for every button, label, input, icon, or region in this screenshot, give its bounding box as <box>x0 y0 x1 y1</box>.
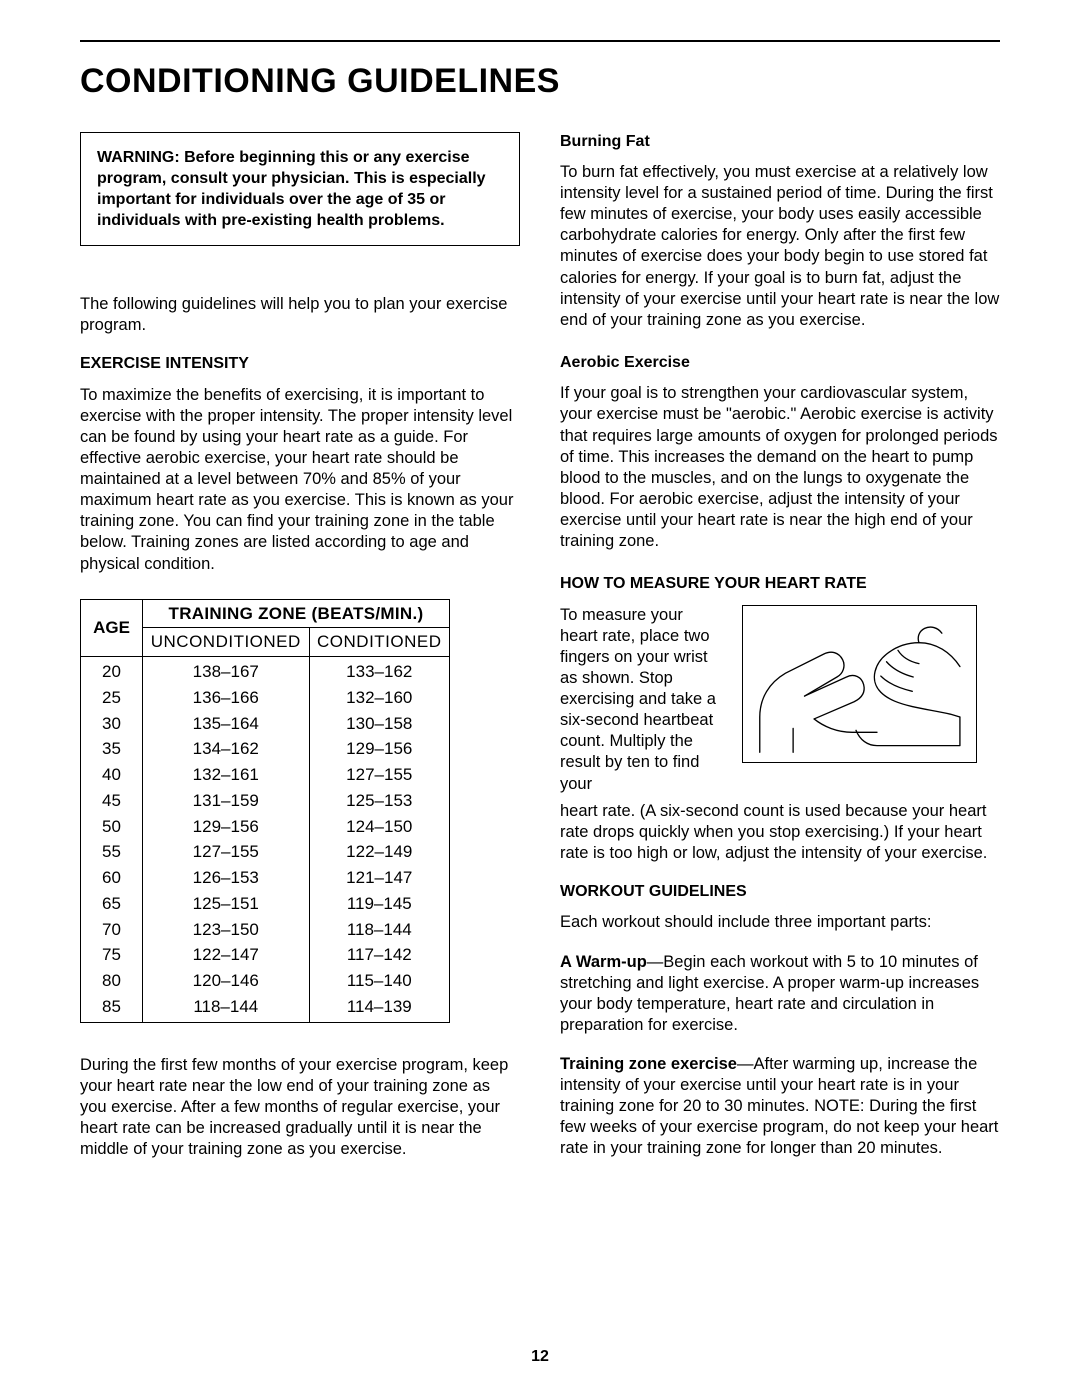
table-cell: 134–162 <box>143 736 310 762</box>
table-row: 85118–144114–139 <box>81 994 450 1022</box>
table-cell: 20 <box>81 657 143 685</box>
wrist-pulse-illustration <box>742 605 977 763</box>
table-cell: 132–160 <box>309 685 449 711</box>
table-cell: 135–164 <box>143 711 310 737</box>
table-cell: 114–139 <box>309 994 449 1022</box>
heart-rate-wrap-text: To measure your heart rate, place two fi… <box>560 605 722 795</box>
table-row: 60126–153121–147 <box>81 865 450 891</box>
table-cell: 127–155 <box>143 839 310 865</box>
table-cell: 126–153 <box>143 865 310 891</box>
warning-box: WARNING: Before beginning this or any ex… <box>80 132 520 246</box>
paragraph-warmup: A Warm-up—Begin each workout with 5 to 1… <box>560 952 1000 1036</box>
table-cell: 118–144 <box>309 917 449 943</box>
tze-label: Training zone exercise <box>560 1055 737 1073</box>
table-cell: 121–147 <box>309 865 449 891</box>
table-row: 45131–159125–153 <box>81 788 450 814</box>
heading-measure-hr: HOW TO MEASURE YOUR HEART RATE <box>560 574 1000 594</box>
table-cell: 115–140 <box>309 968 449 994</box>
table-cell: 118–144 <box>143 994 310 1022</box>
table-row: 50129–156124–150 <box>81 814 450 840</box>
table-cell: 45 <box>81 788 143 814</box>
top-rule <box>80 40 1000 42</box>
right-column: Burning Fat To burn fat effectively, you… <box>560 132 1000 1179</box>
table-row: 25136–166132–160 <box>81 685 450 711</box>
page-number: 12 <box>0 1347 1080 1367</box>
table-cell: 40 <box>81 762 143 788</box>
paragraph-workout-intro: Each workout should include three import… <box>560 912 1000 933</box>
paragraph-intensity: To maximize the benefits of exercising, … <box>80 385 520 575</box>
th-unconditioned: UNCONDITIONED <box>143 628 310 657</box>
warmup-label: A Warm-up <box>560 953 647 971</box>
table-cell: 133–162 <box>309 657 449 685</box>
table-cell: 35 <box>81 736 143 762</box>
table-cell: 25 <box>81 685 143 711</box>
table-cell: 124–150 <box>309 814 449 840</box>
table-cell: 60 <box>81 865 143 891</box>
th-age: AGE <box>81 599 143 657</box>
heart-rate-block: To measure your heart rate, place two fi… <box>560 605 1000 795</box>
table-cell: 127–155 <box>309 762 449 788</box>
table-row: 80120–146115–140 <box>81 968 450 994</box>
table-cell: 125–153 <box>309 788 449 814</box>
th-conditioned: CONDITIONED <box>309 628 449 657</box>
table-row: 75122–147117–142 <box>81 942 450 968</box>
table-row: 55127–155122–149 <box>81 839 450 865</box>
heading-exercise-intensity: EXERCISE INTENSITY <box>80 354 520 374</box>
left-column: WARNING: Before beginning this or any ex… <box>80 132 520 1179</box>
table-cell: 123–150 <box>143 917 310 943</box>
table-row: 20138–167133–162 <box>81 657 450 685</box>
paragraph-burning-fat: To burn fat effectively, you must exerci… <box>560 162 1000 331</box>
hand-icon <box>755 613 965 753</box>
paragraph-aerobic: If your goal is to strengthen your cardi… <box>560 383 1000 552</box>
th-zone: TRAINING ZONE (BEATS/MIN.) <box>143 599 450 628</box>
table-row: 65125–151119–145 <box>81 891 450 917</box>
paragraph-after-table: During the first few months of your exer… <box>80 1055 520 1161</box>
paragraph-training-zone-exercise: Training zone exercise—After warming up,… <box>560 1054 1000 1160</box>
table-cell: 55 <box>81 839 143 865</box>
table-cell: 129–156 <box>309 736 449 762</box>
document-page: CONDITIONING GUIDELINES WARNING: Before … <box>0 0 1080 1397</box>
table-cell: 75 <box>81 942 143 968</box>
table-cell: 65 <box>81 891 143 917</box>
table-cell: 122–147 <box>143 942 310 968</box>
table-cell: 125–151 <box>143 891 310 917</box>
table-cell: 119–145 <box>309 891 449 917</box>
heading-burning-fat: Burning Fat <box>560 132 1000 152</box>
table-cell: 80 <box>81 968 143 994</box>
table-cell: 85 <box>81 994 143 1022</box>
heading-aerobic: Aerobic Exercise <box>560 353 1000 373</box>
table-cell: 136–166 <box>143 685 310 711</box>
heading-workout-guidelines: WORKOUT GUIDELINES <box>560 882 1000 902</box>
page-title: CONDITIONING GUIDELINES <box>80 60 1000 104</box>
table-cell: 120–146 <box>143 968 310 994</box>
table-row: 70123–150118–144 <box>81 917 450 943</box>
training-zone-table: AGE TRAINING ZONE (BEATS/MIN.) UNCONDITI… <box>80 599 450 1023</box>
table-cell: 122–149 <box>309 839 449 865</box>
table-cell: 132–161 <box>143 762 310 788</box>
two-column-layout: WARNING: Before beginning this or any ex… <box>80 132 1000 1179</box>
heart-rate-cont-text: heart rate. (A six-second count is used … <box>560 801 1000 864</box>
table-cell: 129–156 <box>143 814 310 840</box>
intro-text: The following guidelines will help you t… <box>80 294 520 336</box>
table-cell: 30 <box>81 711 143 737</box>
table-row: 35134–162129–156 <box>81 736 450 762</box>
table-cell: 117–142 <box>309 942 449 968</box>
table-cell: 131–159 <box>143 788 310 814</box>
table-cell: 70 <box>81 917 143 943</box>
table-cell: 138–167 <box>143 657 310 685</box>
table-row: 40132–161127–155 <box>81 762 450 788</box>
table-cell: 50 <box>81 814 143 840</box>
table-row: 30135–164130–158 <box>81 711 450 737</box>
table-cell: 130–158 <box>309 711 449 737</box>
